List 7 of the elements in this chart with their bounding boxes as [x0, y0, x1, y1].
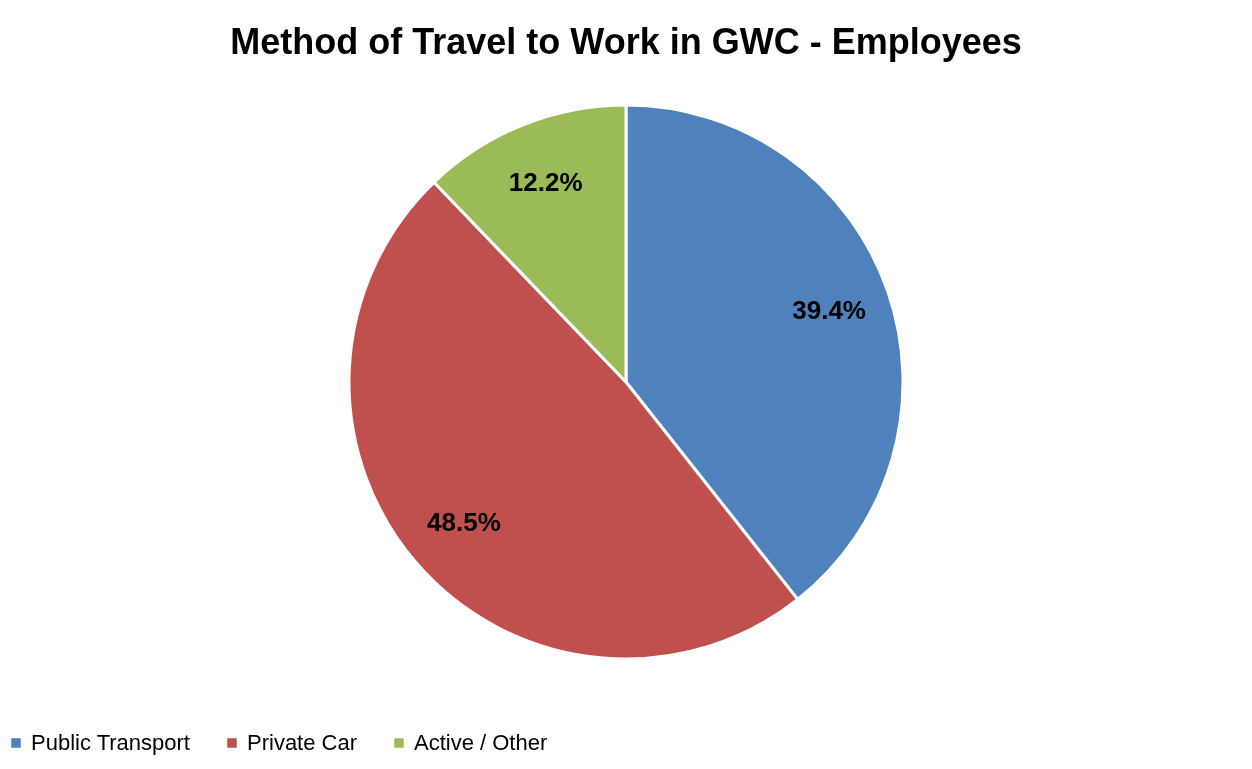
chart-title: Method of Travel to Work in GWC - Employees	[230, 21, 1022, 62]
legend-label: Private Car	[247, 730, 358, 755]
legend-label: Public Transport	[31, 730, 190, 755]
data-label: 48.5%	[427, 507, 501, 538]
data-label: 12.2%	[508, 166, 583, 197]
data-label: 39.4%	[792, 295, 866, 326]
legend-label: Active / Other	[414, 730, 548, 755]
